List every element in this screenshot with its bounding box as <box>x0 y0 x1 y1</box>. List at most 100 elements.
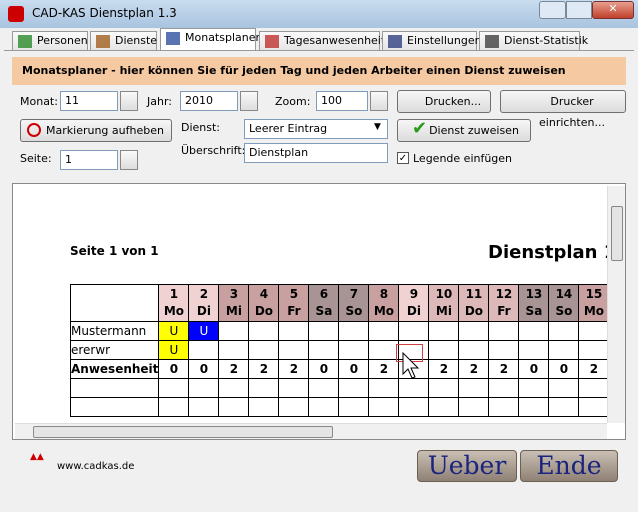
tab-label: Tagesanwesenheit <box>284 34 386 47</box>
shift-cell[interactable] <box>338 321 370 341</box>
spinner[interactable] <box>120 150 138 170</box>
heading-input[interactable]: Dienstplan <box>244 143 388 163</box>
window-title: CAD-KAS Dienstplan 1.3 <box>32 6 177 20</box>
day-number: 7 <box>349 287 359 301</box>
empty-cell <box>548 397 580 417</box>
employee-name: ererwr <box>69 340 160 360</box>
tab[interactable]: Personen <box>12 31 88 51</box>
shift-cell[interactable] <box>578 321 610 341</box>
shift-cell[interactable] <box>308 340 340 360</box>
shift-cell[interactable]: U <box>188 321 220 341</box>
empty-cell <box>488 378 520 398</box>
icon <box>27 123 41 137</box>
assign-button[interactable]: Dienst zuweisen <box>397 119 531 142</box>
shift-cell[interactable] <box>518 340 550 360</box>
empty-cell <box>158 378 190 398</box>
legend-checkbox[interactable]: ✓ <box>397 152 409 164</box>
page-input[interactable]: 1 <box>60 150 118 170</box>
day-number: 9 <box>409 287 419 301</box>
day-header: 15 Mo <box>578 284 610 322</box>
total-cell: 2 <box>368 359 400 379</box>
shift-cell[interactable] <box>218 321 250 341</box>
shift-cell[interactable] <box>338 340 370 360</box>
maximize-button[interactable] <box>566 1 592 19</box>
weekday: Mi <box>225 304 242 318</box>
shift-cell[interactable] <box>458 321 490 341</box>
day-header: 4 Do <box>248 284 280 322</box>
about-button[interactable]: Ueber <box>417 450 517 482</box>
weekday: So <box>345 304 363 318</box>
tab-label: Einstellungen <box>407 34 482 47</box>
shift-cell[interactable] <box>368 321 400 341</box>
year-input[interactable]: 2010 <box>180 91 238 111</box>
shift-cell[interactable] <box>488 340 520 360</box>
printer-setup-button[interactable]: Drucker einrichten... <box>500 90 626 129</box>
tab-line <box>4 50 634 51</box>
month-input[interactable]: 11 <box>60 91 118 111</box>
tab[interactable]: Dienst-Statistik <box>479 31 588 51</box>
day-header: 10 Mi <box>428 284 460 322</box>
empty-cell <box>218 397 250 417</box>
weekday: Di <box>406 304 421 318</box>
day-header: 7 So <box>338 284 370 322</box>
day-number: 3 <box>229 287 239 301</box>
end-button[interactable]: Ende <box>520 450 618 482</box>
spinner[interactable] <box>370 91 388 111</box>
total-cell: 2 <box>428 359 460 379</box>
shift-cell[interactable] <box>308 321 340 341</box>
service-dropdown[interactable]: Leerer Eintrag <box>244 119 388 139</box>
shift-cell[interactable] <box>488 321 520 341</box>
tab[interactable]: Tagesanwesenheit <box>259 31 385 51</box>
spinner[interactable] <box>120 91 138 111</box>
tab[interactable]: Einstellungen <box>382 31 482 51</box>
tab[interactable]: Monatsplaner <box>160 28 260 51</box>
shift-cell[interactable] <box>428 321 460 341</box>
minimize-button[interactable] <box>539 1 566 19</box>
shift-cell[interactable] <box>278 321 310 341</box>
weekday: Fr <box>497 304 511 318</box>
shift-cell[interactable] <box>248 340 280 360</box>
day-number: 4 <box>259 287 269 301</box>
tab-icon <box>485 35 499 48</box>
spinner[interactable] <box>240 91 258 111</box>
total-cell: 0 <box>548 359 580 379</box>
vertical-scrollbar[interactable] <box>607 186 625 423</box>
print-button[interactable]: Drucken... <box>397 90 491 113</box>
title-bar: CAD-KAS Dienstplan 1.3 ✕ <box>0 0 638 28</box>
shift-cell[interactable] <box>278 340 310 360</box>
day-number: 10 <box>435 287 453 301</box>
shift-cell[interactable] <box>428 340 460 360</box>
day-header: 8 Mo <box>368 284 400 322</box>
shift-cell[interactable] <box>548 321 580 341</box>
horizontal-scrollbar[interactable] <box>15 423 607 439</box>
banner: Monatsplaner - hier können Sie für jeden… <box>12 57 626 85</box>
shift-cell[interactable]: U <box>158 340 190 360</box>
logo: ▲▲ <box>30 452 44 462</box>
close-button[interactable]: ✕ <box>592 1 634 19</box>
shift-cell[interactable] <box>368 340 400 360</box>
day-header: 3 Mi <box>218 284 250 322</box>
tab-label: Personen <box>37 34 88 47</box>
total-cell: 2 <box>248 359 280 379</box>
empty-cell <box>458 397 490 417</box>
total-cell: 0 <box>158 359 190 379</box>
weekday: Fr <box>287 304 301 318</box>
weekday: Mo <box>373 304 395 318</box>
zoom-input[interactable]: 100 <box>316 91 368 111</box>
weekday: Di <box>196 304 211 318</box>
total-cell: 2 <box>458 359 490 379</box>
shift-cell[interactable] <box>548 340 580 360</box>
clear-marking-button[interactable]: Markierung aufheben <box>20 119 172 142</box>
shift-cell[interactable] <box>398 321 430 341</box>
empty-cell <box>278 378 310 398</box>
empty-cell <box>398 397 430 417</box>
shift-cell[interactable] <box>188 340 220 360</box>
shift-cell[interactable] <box>578 340 610 360</box>
shift-cell[interactable] <box>248 321 280 341</box>
shift-cell[interactable]: U <box>158 321 190 341</box>
shift-cell[interactable] <box>218 340 250 360</box>
shift-cell[interactable] <box>458 340 490 360</box>
shift-cell[interactable] <box>518 321 550 341</box>
tab[interactable]: Dienste <box>90 31 157 51</box>
empty-cell <box>428 397 460 417</box>
